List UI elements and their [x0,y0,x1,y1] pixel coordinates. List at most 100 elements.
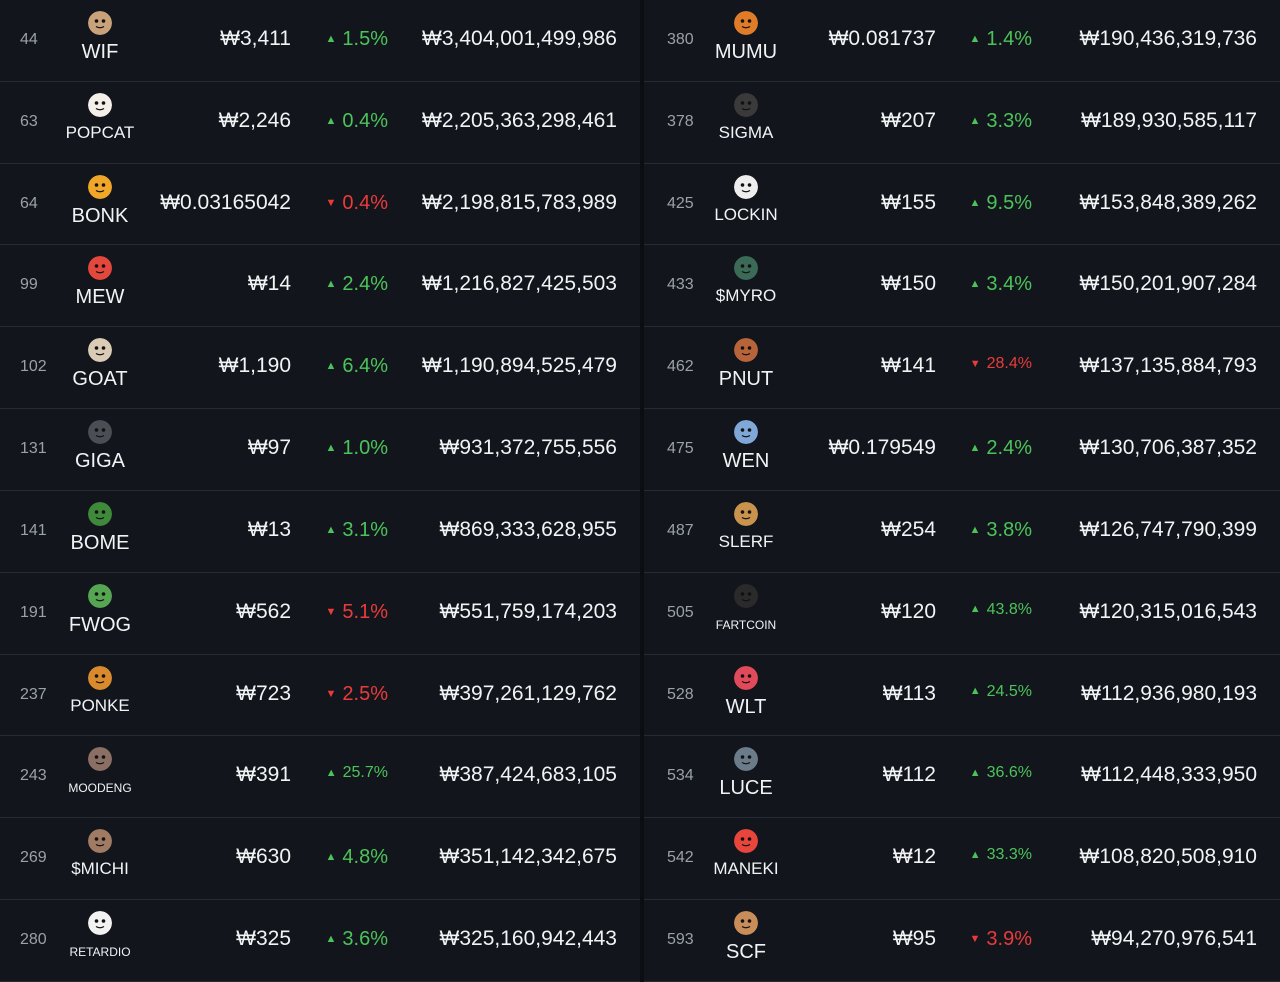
token-row-pnut[interactable]: 462 PNUT ₩141 ▼ 28.4% ₩137,135,884,793 [644,327,1280,410]
heart-face-icon [734,665,758,690]
token-row-giga[interactable]: 131 GIGA ₩97 ▲ 1.0% ₩931,372,755,556 [0,409,640,491]
change-value: 24.5% [986,682,1032,700]
price: ₩630 [236,845,291,869]
token-row-goat[interactable]: 102 GOAT ₩1,190 ▲ 6.4% ₩1,190,894,525,479 [0,327,640,410]
token-row-slerf[interactable]: 487 SLERF ₩254 ▲ 3.8% ₩126,747,790,399 [644,491,1280,573]
price: ₩13 [247,517,291,541]
arrow-up-icon: ▲ [969,278,981,291]
market-cap: ₩1,216,827,425,503 [422,272,617,296]
change-down: ▼ 5.1% [326,601,388,624]
token-symbol[interactable]: RETARDIO [69,945,131,960]
token-row-mumu[interactable]: 380 MUMU ₩0.081737 ▲ 1.4% ₩190,436,319,736 [644,0,1280,82]
token-row-scf[interactable]: 593 SCF ₩95 ▼ 3.9% ₩94,270,976,541 [644,900,1280,982]
market-cap: ₩397,261,129,762 [439,681,617,705]
change-up: ▲ 24.5% [970,683,1032,701]
price: ₩0.03165042 [160,190,291,214]
token-symbol[interactable]: POPCAT [65,122,135,142]
token-symbol[interactable]: PONKE [70,695,130,715]
token-row-mew[interactable]: 99 MEW ₩14 ▲ 2.4% ₩1,216,827,425,503 [0,246,640,328]
change-value: 2.5% [342,682,388,705]
market-cap: ₩869,333,628,955 [439,517,617,541]
token-row-fartcoin[interactable]: 505 FARTCOIN ₩120 ▲ 43.8% ₩120,315,016,543 [644,573,1280,655]
price: ₩391 [236,763,291,787]
token-symbol[interactable]: MANEKI [713,859,779,879]
token-symbol[interactable]: GIGA [74,450,126,473]
rank: 425 [667,194,694,212]
rank: 131 [20,440,47,458]
token-symbol[interactable]: MOODENG [68,781,132,796]
token-symbol[interactable]: MEW [75,286,125,309]
token-row-wlt[interactable]: 528 WLT ₩113 ▲ 24.5% ₩112,936,980,193 [644,655,1280,737]
token-symbol[interactable]: GOAT [72,368,128,391]
price: ₩723 [236,681,291,705]
token-symbol[interactable]: BOME [70,531,130,554]
market-cap: ₩120,315,016,543 [1079,599,1257,623]
rank: 237 [20,685,47,703]
token-symbol[interactable]: BONK [71,204,129,227]
price: ₩562 [236,599,291,623]
arrow-up-icon: ▲ [325,32,337,45]
change-value: 28.4% [986,355,1032,373]
token-symbol[interactable]: WEN [722,450,770,473]
token-row-lockin[interactable]: 425 LOCKIN ₩155 ▲ 9.5% ₩153,848,389,262 [644,164,1280,246]
token-symbol[interactable]: PNUT [718,368,774,391]
shiba-icon [88,174,112,199]
token-symbol[interactable]: $MICHI [71,859,129,879]
price: ₩1,190 [218,354,291,378]
arrow-up-icon: ▲ [969,766,981,779]
change-value: 0.4% [342,191,388,214]
token-row-michi[interactable]: 269 $MICHI ₩630 ▲ 4.8% ₩351,142,342,675 [0,818,640,901]
token-row-maneki[interactable]: 542 MANEKI ₩12 ▲ 33.3% ₩108,820,508,910 [644,818,1280,901]
bull-icon [734,10,758,35]
change-up: ▲ 3.8% [970,519,1032,542]
change-down: ▼ 0.4% [326,192,388,215]
price: ₩150 [881,272,936,296]
market-cap: ₩551,759,174,203 [439,599,617,623]
market-cap: ₩153,848,389,262 [1079,190,1257,214]
change-up: ▲ 1.4% [970,28,1032,51]
token-symbol[interactable]: FWOG [68,613,132,636]
token-symbol[interactable]: SIGMA [718,122,774,142]
token-row-bonk[interactable]: 64 BONK ₩0.03165042 ▼ 0.4% ₩2,198,815,783,989 [0,164,640,246]
token-symbol[interactable]: SCF [726,941,766,964]
rank: 102 [20,358,47,376]
token-symbol[interactable]: $MYRO [715,286,777,306]
arrow-down-icon: ▼ [325,687,337,700]
token-symbol[interactable]: MUMU [714,40,778,63]
token-row-popcat[interactable]: 63 POPCAT ₩2,246 ▲ 0.4% ₩2,205,363,298,461 [0,82,640,164]
arrow-up-icon: ▲ [325,851,337,864]
change-up: ▲ 25.7% [326,764,388,782]
token-row-myro[interactable]: 433 $MYRO ₩150 ▲ 3.4% ₩150,201,907,284 [644,246,1280,328]
token-row-luce[interactable]: 534 LUCE ₩112 ▲ 36.6% ₩112,448,333,950 [644,737,1280,819]
rank: 380 [667,30,694,48]
token-row-fwog[interactable]: 191 FWOG ₩562 ▼ 5.1% ₩551,759,174,203 [0,573,640,655]
token-symbol[interactable]: WLT [725,695,767,718]
token-symbol[interactable]: LUCE [719,777,773,800]
market-cap: ₩126,747,790,399 [1079,517,1257,541]
change-up: ▲ 43.8% [970,601,1032,619]
change-value: 1.5% [342,27,388,50]
token-symbol[interactable]: SLERF [718,531,774,551]
token-row-moodeng[interactable]: 243 MOODENG ₩391 ▲ 25.7% ₩387,424,683,105 [0,737,640,819]
token-row-sigma[interactable]: 378 SIGMA ₩207 ▲ 3.3% ₩189,930,585,117 [644,82,1280,164]
change-value: 33.3% [986,846,1032,864]
price: ₩325 [236,927,291,951]
hippo-icon [88,747,112,772]
token-row-ponke[interactable]: 237 PONKE ₩723 ▼ 2.5% ₩397,261,129,762 [0,655,640,737]
token-row-bome[interactable]: 141 BOME ₩13 ▲ 3.1% ₩869,333,628,955 [0,491,640,573]
rank: 63 [20,112,38,130]
change-up: ▲ 9.5% [970,192,1032,215]
price: ₩254 [881,517,936,541]
token-row-retardio[interactable]: 280 RETARDIO ₩325 ▲ 3.6% ₩325,160,942,443 [0,900,640,982]
cat-blue-icon [734,420,758,445]
change-value: 2.4% [342,273,388,296]
token-row-wif[interactable]: 44 WIF ₩3,411 ▲ 1.5% ₩3,404,001,499,986 [0,0,640,82]
change-up: ▲ 3.4% [970,273,1032,296]
panda-icon [88,911,112,936]
price: ₩97 [247,436,291,460]
token-row-wen[interactable]: 475 WEN ₩0.179549 ▲ 2.4% ₩130,706,387,352 [644,409,1280,491]
token-symbol[interactable]: FARTCOIN [715,617,777,632]
token-symbol[interactable]: WIF [81,40,119,63]
token-symbol[interactable]: LOCKIN [714,204,778,224]
change-value: 3.8% [986,518,1032,541]
